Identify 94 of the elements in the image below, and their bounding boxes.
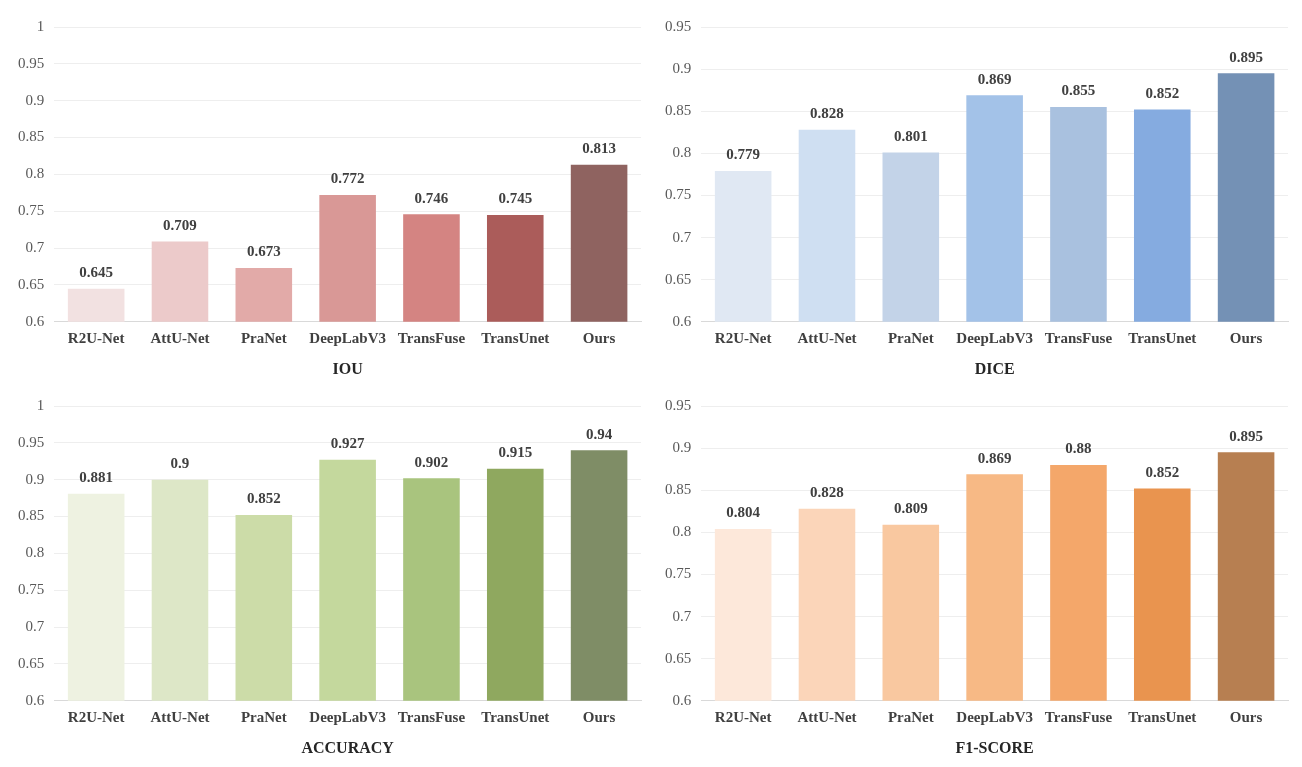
data-label: 0.927 <box>330 435 365 452</box>
x-tick-label: PraNet <box>240 708 287 725</box>
y-tick-label: 0.75 <box>665 186 692 203</box>
y-tick-label: 0.8 <box>672 144 692 161</box>
data-label: 0.855 <box>1061 82 1096 99</box>
data-label: 0.709 <box>163 216 197 233</box>
x-tick-label: Ours <box>582 708 616 725</box>
y-tick-label: 0.7 <box>25 239 45 256</box>
x-tick-label: R2U-Net <box>67 329 125 346</box>
y-tick-label: 0.85 <box>18 128 45 145</box>
y-tick-label: 0.65 <box>665 649 692 666</box>
x-tick-label: R2U-Net <box>714 329 772 346</box>
x-tick-label: DeepLabV3 <box>309 708 386 725</box>
data-label: 0.852 <box>246 490 281 507</box>
y-tick-label: 0.85 <box>665 481 692 498</box>
x-tick-label: Ours <box>582 329 616 346</box>
y-tick-label: 0.6 <box>672 312 692 329</box>
x-tick-label: TransUnet <box>481 708 550 725</box>
y-tick-label: 0.65 <box>18 275 45 292</box>
data-label: 0.915 <box>498 444 533 461</box>
x-tick-label: TransUnet <box>1128 329 1197 346</box>
y-tick-label: 0.9 <box>672 439 692 456</box>
y-tick-label: 0.7 <box>672 228 692 245</box>
data-label: 0.902 <box>414 453 449 470</box>
data-label: 0.779 <box>726 146 761 163</box>
data-label: 0.9 <box>170 455 190 472</box>
x-tick-label: Ours <box>1229 329 1263 346</box>
data-label: 0.852 <box>1145 84 1180 101</box>
x-tick-label: AttU-Net <box>150 708 210 725</box>
x-tick-label: TransFuse <box>1044 329 1113 346</box>
x-tick-label: PraNet <box>240 329 287 346</box>
data-label: 0.88 <box>1065 440 1092 457</box>
y-tick-label: 0.6 <box>25 312 45 329</box>
x-tick-label: TransFuse <box>397 329 466 346</box>
data-label: 0.869 <box>977 70 1012 87</box>
data-label: 0.852 <box>1145 463 1180 480</box>
y-tick-label: 0.8 <box>25 165 45 182</box>
y-tick-label: 0.95 <box>665 17 692 34</box>
y-tick-label: 0.8 <box>25 544 45 561</box>
x-tick-label: R2U-Net <box>714 708 772 725</box>
x-tick-label: Ours <box>1229 708 1263 725</box>
x-tick-label: R2U-Net <box>67 708 125 725</box>
data-label: 0.94 <box>585 425 613 442</box>
y-tick-label: 0.6 <box>25 691 45 708</box>
y-tick-label: 0.95 <box>665 396 692 413</box>
x-axis-title: F1-SCORE <box>955 738 1034 756</box>
y-tick-label: 1 <box>36 17 45 34</box>
data-label: 0.745 <box>498 190 533 207</box>
y-tick-label: 1 <box>36 396 45 413</box>
x-tick-label: AttU-Net <box>797 329 857 346</box>
x-tick-label: TransFuse <box>397 708 466 725</box>
data-label: 0.804 <box>726 504 761 521</box>
y-tick-label: 0.9 <box>25 91 45 108</box>
x-tick-label: PraNet <box>887 708 934 725</box>
y-tick-label: 0.95 <box>18 433 45 450</box>
x-tick-label: TransUnet <box>481 329 550 346</box>
y-tick-label: 0.7 <box>672 607 692 624</box>
x-axis-title: DICE <box>974 359 1015 377</box>
y-tick-label: 0.9 <box>25 470 45 487</box>
data-label: 0.881 <box>79 469 114 486</box>
data-label: 0.746 <box>414 189 449 206</box>
x-tick-label: DeepLabV3 <box>956 329 1033 346</box>
x-tick-label: TransUnet <box>1128 708 1197 725</box>
data-label: 0.895 <box>1229 48 1263 65</box>
data-label: 0.828 <box>810 105 844 122</box>
y-tick-label: 0.65 <box>18 654 45 671</box>
data-label: 0.801 <box>893 127 928 144</box>
x-tick-label: DeepLabV3 <box>956 708 1033 725</box>
x-axis-title: IOU <box>332 359 364 377</box>
y-tick-label: 0.95 <box>18 54 45 71</box>
data-label: 0.772 <box>330 170 365 187</box>
x-tick-label: AttU-Net <box>797 708 857 725</box>
y-tick-label: 0.7 <box>25 618 45 635</box>
data-label: 0.645 <box>79 264 114 281</box>
y-tick-label: 0.75 <box>18 202 45 219</box>
y-tick-label: 0.85 <box>18 507 45 524</box>
y-tick-label: 0.85 <box>665 102 692 119</box>
y-tick-label: 0.75 <box>18 581 45 598</box>
y-tick-label: 0.6 <box>672 691 692 708</box>
y-tick-label: 0.8 <box>672 523 692 540</box>
data-label: 0.828 <box>810 484 844 501</box>
x-tick-label: PraNet <box>887 329 934 346</box>
y-tick-label: 0.75 <box>665 565 692 582</box>
data-label: 0.673 <box>246 243 281 260</box>
y-tick-label: 0.65 <box>665 270 692 287</box>
y-tick-label: 0.9 <box>672 60 692 77</box>
x-tick-label: DeepLabV3 <box>309 329 386 346</box>
data-label: 0.809 <box>893 500 928 517</box>
data-label: 0.895 <box>1229 427 1263 444</box>
data-label: 0.813 <box>582 140 616 157</box>
data-label: 0.869 <box>977 449 1012 466</box>
x-tick-label: AttU-Net <box>150 329 210 346</box>
x-tick-label: TransFuse <box>1044 708 1113 725</box>
x-axis-title: ACCURACY <box>301 738 395 756</box>
